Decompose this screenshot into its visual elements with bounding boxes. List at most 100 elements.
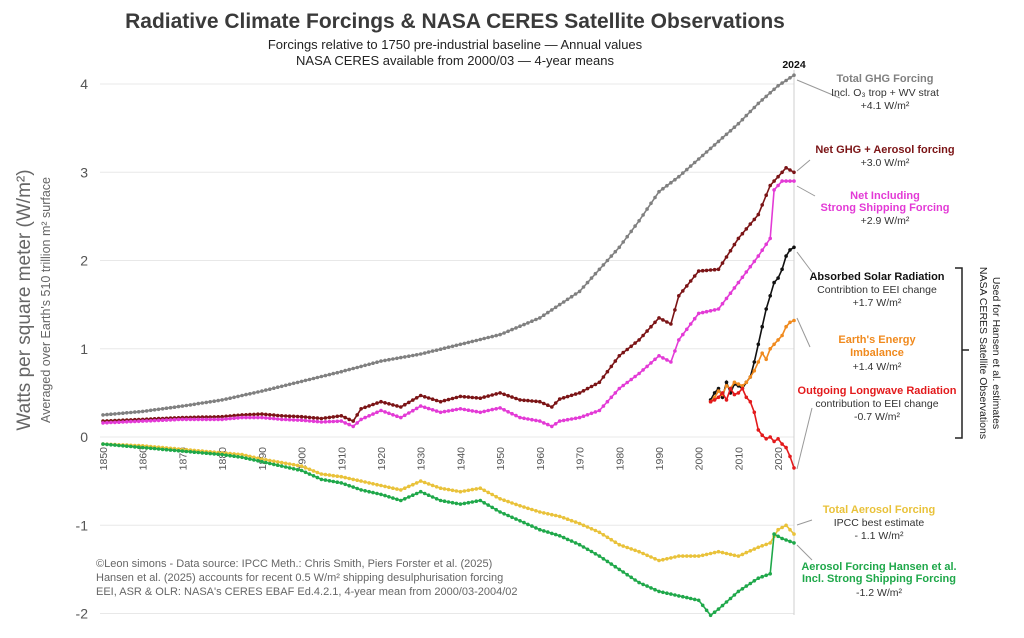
point-ship [649, 361, 653, 365]
point-aerh [466, 500, 471, 505]
point-net [669, 322, 673, 326]
y-tick-label: -1 [76, 517, 89, 533]
point-aerh [411, 493, 415, 498]
point-aer [700, 553, 705, 558]
point-aer [395, 487, 399, 491]
point-aerh [585, 547, 590, 552]
point-net [736, 236, 741, 241]
point-aerh [228, 453, 232, 458]
point-aerh [283, 465, 288, 469]
point-aer [383, 484, 387, 489]
series-group [101, 73, 796, 618]
point-ship [125, 420, 129, 424]
point-ship [208, 417, 212, 422]
label-olr-value: -0.7 W/m² [854, 411, 901, 423]
point-ship [474, 409, 479, 414]
point-aerh [700, 603, 705, 608]
point-ghg [105, 412, 109, 417]
point-net [283, 414, 288, 418]
point-net [379, 399, 383, 404]
point-ghg [287, 382, 292, 387]
point-ship [184, 417, 189, 422]
point-aerh [609, 562, 614, 566]
point-aer [748, 549, 753, 553]
point-asr [772, 280, 776, 285]
point-net [256, 412, 260, 417]
point-net [359, 407, 363, 411]
point-aer [446, 487, 451, 492]
point-ship [291, 418, 296, 422]
point-ship [534, 418, 538, 423]
point-aerh [407, 495, 411, 499]
point-aer [363, 480, 367, 484]
point-ghg [530, 319, 534, 324]
point-ship [252, 415, 256, 420]
point-aerh [764, 573, 768, 578]
point-net [510, 395, 514, 399]
point-ship [363, 415, 367, 420]
point-aerh [565, 537, 570, 542]
point-net [653, 320, 657, 325]
point-aer [550, 512, 554, 517]
point-aer [597, 530, 602, 535]
point-net [589, 384, 594, 389]
point-ship [311, 419, 316, 424]
point-aerh [403, 497, 407, 501]
point-ghg [351, 366, 356, 371]
point-net [526, 398, 530, 403]
label-ship-name-2: Strong Shipping Forcing [821, 202, 950, 214]
point-ghg [510, 327, 514, 332]
point-aer [474, 487, 479, 491]
point-aer [295, 463, 300, 468]
point-aer [339, 474, 344, 479]
point-aerh [462, 501, 467, 506]
credit-line-2: Hansen et al. (2025) accounts for recent… [96, 572, 503, 584]
point-aer [351, 477, 356, 482]
point-ship [482, 409, 487, 414]
point-aer [688, 554, 693, 558]
y-tick-label: 2 [80, 253, 88, 269]
point-ghg [621, 240, 625, 244]
x-tick-label: 2010 [733, 447, 745, 471]
point-ship [613, 391, 618, 395]
credit-line-3: EEI, ASR & OLR: NASA's CERES EBAF Ed.4.2… [96, 586, 518, 598]
point-ghg [482, 336, 487, 341]
point-net [319, 416, 324, 421]
point-aerh [688, 596, 693, 601]
point-net [327, 415, 332, 420]
point-ghg [669, 180, 673, 185]
point-aer [244, 453, 248, 458]
point-ship [657, 354, 661, 358]
point-ship [597, 408, 602, 413]
point-asr [764, 307, 768, 311]
point-ghg [696, 157, 701, 161]
point-ghg [343, 368, 348, 373]
point-aer [518, 504, 522, 508]
point-asr [712, 391, 717, 395]
point-ghg [764, 94, 768, 99]
point-aer [744, 550, 749, 555]
point-ghg [728, 129, 733, 133]
point-asr [724, 380, 729, 385]
point-ship [299, 418, 304, 423]
point-ghg [748, 109, 753, 114]
point-ghg [283, 383, 288, 388]
point-aerh [363, 489, 367, 493]
label-ship-name-1: Net Including [850, 190, 920, 202]
point-aer [490, 492, 495, 497]
point-net [542, 401, 546, 406]
point-ghg [264, 388, 268, 392]
point-ghg [268, 387, 272, 392]
point-ship [768, 236, 772, 241]
point-ship [411, 408, 415, 413]
y-tick-label: 1 [80, 341, 88, 357]
x-tick-label: 1970 [575, 447, 587, 471]
y-tick-label: -2 [76, 606, 89, 622]
label-asr-value: +1.7 W/m² [853, 297, 902, 309]
point-ship [696, 311, 701, 316]
point-aerh [736, 589, 741, 594]
point-aerh [387, 495, 391, 499]
point-aerh [538, 527, 542, 532]
label-eei-value: +1.4 W/m² [853, 361, 902, 373]
point-ghg [474, 338, 479, 343]
